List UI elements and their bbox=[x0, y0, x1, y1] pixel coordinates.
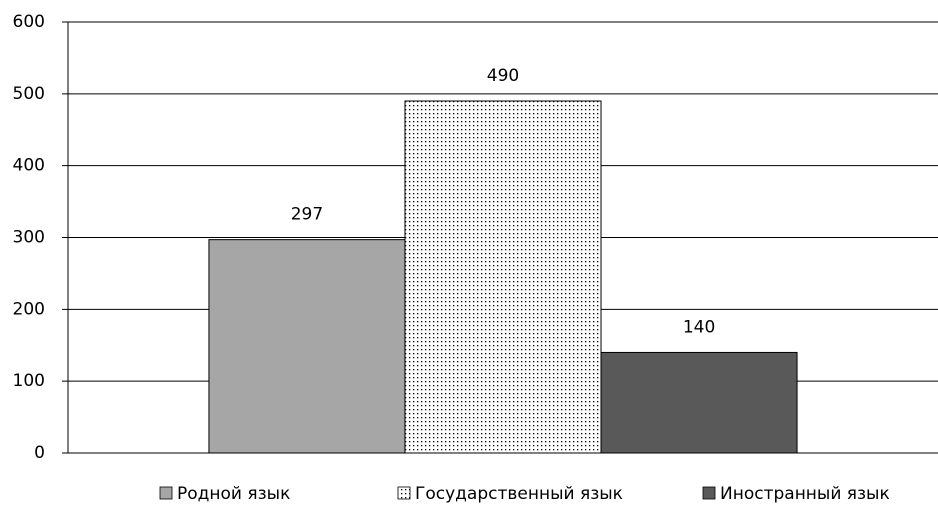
data-label: 490 bbox=[487, 66, 519, 86]
data-label: 140 bbox=[683, 317, 715, 337]
y-tick-label: 400 bbox=[13, 156, 45, 176]
y-tick-label: 100 bbox=[13, 371, 45, 391]
y-tick-label: 300 bbox=[13, 228, 45, 248]
bar bbox=[404, 100, 602, 454]
legend-swatch bbox=[702, 486, 716, 500]
legend-label: Иностранный язык bbox=[720, 484, 890, 504]
y-tick-label: 500 bbox=[13, 84, 45, 104]
data-label: 297 bbox=[291, 205, 323, 225]
y-tick-label: 200 bbox=[13, 299, 45, 319]
bar bbox=[208, 239, 406, 454]
legend-label: Государственный язык bbox=[415, 484, 623, 504]
legend-swatch bbox=[159, 486, 173, 500]
legend-swatch bbox=[397, 486, 411, 500]
y-tick-label: 0 bbox=[34, 443, 45, 463]
y-tick-label: 600 bbox=[13, 12, 45, 32]
bar bbox=[600, 351, 798, 454]
legend-label: Родной язык bbox=[177, 484, 290, 504]
